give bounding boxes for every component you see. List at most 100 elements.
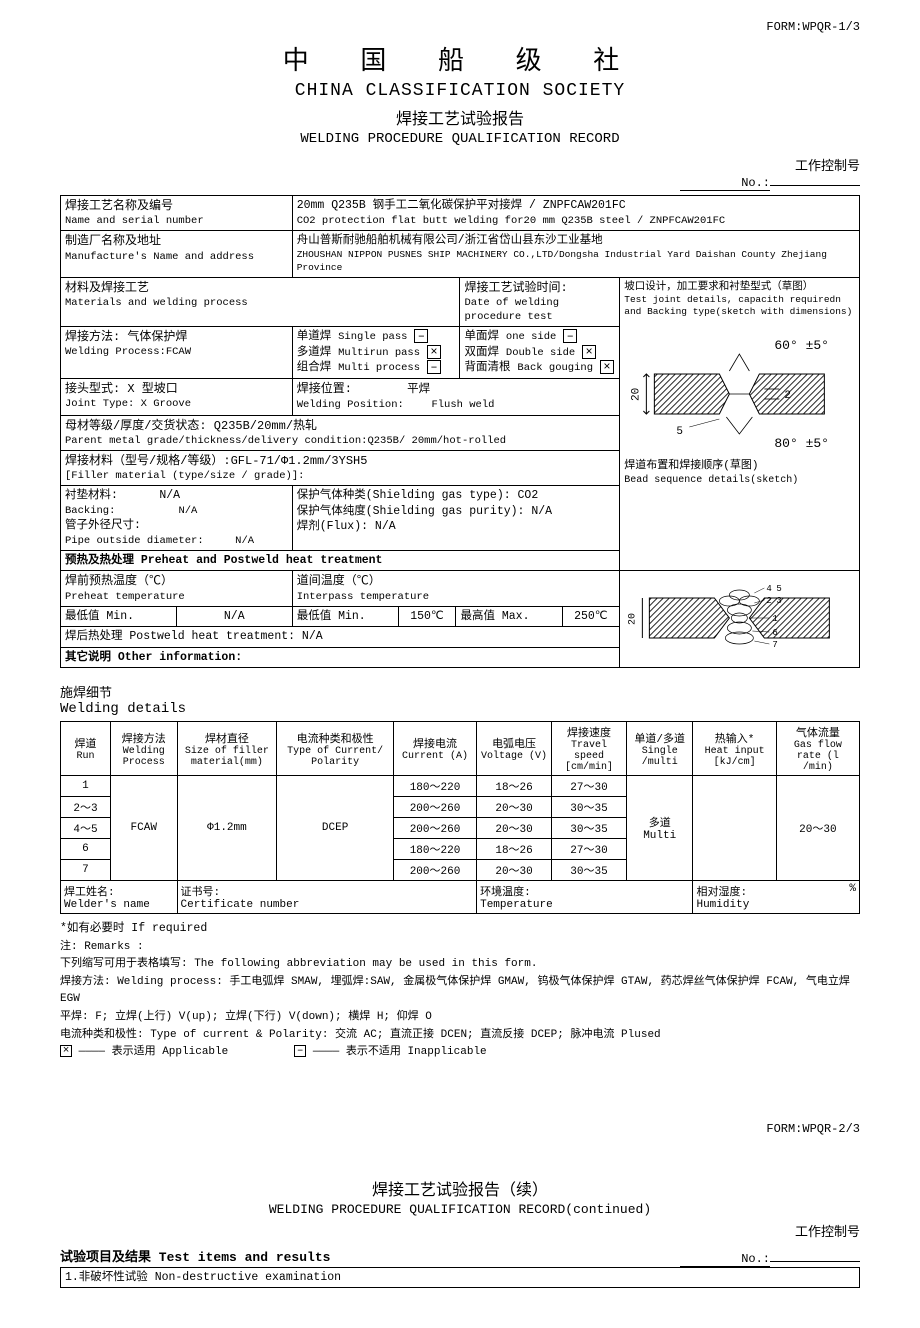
gas-merged: 20～30: [776, 776, 859, 881]
two-side-checkbox: [582, 345, 596, 359]
svg-text:2: 2: [785, 390, 792, 402]
title-block: 中 国 船 级 社 CHINA CLASSIFICATION SOCIETY 焊…: [60, 40, 860, 147]
work-control-no: No.:: [60, 176, 860, 191]
weld-pos-val-cn: 平焊: [407, 383, 430, 396]
weld-pos-label-cn: 焊接位置:: [297, 382, 352, 396]
svg-text:1: 1: [773, 614, 778, 624]
bead-seq-label-cn: 焊道布置和焊接顺序(草图): [624, 459, 855, 474]
title-en: CHINA CLASSIFICATION SOCIETY: [60, 81, 860, 101]
svg-text:60° ±5°: 60° ±5°: [775, 338, 830, 353]
main-info-table: 焊接工艺名称及编号 Name and serial number 20mm Q2…: [60, 195, 860, 668]
welder-name-label-en: Welder's name: [64, 899, 150, 911]
preheat-temp-en: Preheat temperature: [65, 590, 288, 604]
form-number-top: FORM:WPQR-1/3: [60, 20, 860, 34]
subtitle-cn: 焊接工艺试验报告: [60, 105, 860, 129]
interpass-cn: 道间温度（℃）: [297, 573, 616, 589]
cert-label-en: Certificate number: [181, 899, 300, 911]
welding-details-title: 施焊细节 Welding details: [60, 682, 860, 717]
parent-metal-en: Parent metal grade/thickness/delivery co…: [65, 434, 615, 448]
filler-en: [Filler material (type/size / grade)]:: [65, 469, 615, 483]
hum-label-cn: 相对湿度:: [696, 887, 747, 899]
joint-type-cn: 接头型式: X 型坡口: [65, 381, 288, 397]
back-gouging-row: 背面清根 Back gouging: [464, 360, 615, 376]
svg-text:5: 5: [677, 426, 684, 438]
interpass-min-label: 最低值 Min.: [293, 607, 398, 627]
hum-unit: %: [849, 883, 856, 895]
preheat-header: 预热及热处理 Preheat and Postweld heat treatme…: [61, 550, 620, 571]
applicable-box-icon: [60, 1045, 72, 1057]
two-side-row: 双面焊 Double side: [464, 345, 615, 361]
welding-process-label-cn: 焊接方法: 气体保护焊: [65, 329, 288, 345]
page2-table: 1.非破坏性试验 Non-destructive examination: [60, 1267, 860, 1289]
svg-text:6: 6: [773, 628, 778, 638]
interpass-en: Interpass temperature: [297, 590, 616, 604]
preheat-temp-cn: 焊前预热温度（℃）: [65, 573, 288, 589]
svg-text:20: 20: [628, 613, 639, 625]
process-merged: FCAW: [110, 776, 177, 881]
manufacturer-val-en: ZHOUSHAN NIPPON PUSNES SHIP MACHINERY CO…: [297, 249, 855, 275]
multi-pass-row: 多道焊 Multirun pass: [297, 345, 456, 361]
other-info-row: 其它说明 Other information:: [61, 647, 620, 668]
parent-metal-cn: 母材等级/厚度/交货状态: Q235B/20mm/热轧: [65, 418, 615, 434]
note-l2: 注: Remarks :: [60, 939, 860, 957]
joint-type-en: Joint Type: X Groove: [65, 397, 288, 411]
manufacturer-label-en: Manufacture's Name and address: [65, 250, 288, 264]
single-pass-row: 单道焊 Single pass –: [297, 329, 456, 345]
interpass-max-val: 250℃: [562, 607, 619, 627]
multi-pass-checkbox: [427, 345, 441, 359]
polarity-merged: DCEP: [277, 776, 394, 881]
manufacturer-label-cn: 制造厂名称及地址: [65, 233, 288, 249]
inapplicable-box-icon: –: [294, 1045, 306, 1057]
title-cn: 中 国 船 级 社: [60, 40, 860, 77]
weld-pos-label-en: Welding Position:: [297, 399, 404, 411]
interpass-max-label: 最高值 Max.: [456, 607, 562, 627]
filler-merged: Φ1.2mm: [177, 776, 277, 881]
preheat-min-val: N/A: [176, 607, 291, 627]
subtitle-en: WELDING PROCEDURE QUALIFICATION RECORD: [60, 131, 860, 147]
single-pass-checkbox: –: [414, 329, 428, 343]
groove-sketch: 60° ±5° 80° ±5° 20 2 5: [624, 319, 855, 459]
note-l4: 焊接方法: Welding process: 手工电弧焊 SMAW, 埋弧焊:S…: [60, 974, 860, 1009]
temp-label-cn: 环境温度:: [480, 887, 531, 899]
page2-title-en: WELDING PROCEDURE QUALIFICATION RECORD(c…: [60, 1202, 860, 1217]
multi-merged: 多道Multi: [626, 776, 693, 881]
filler-cn: 焊接材料（型号/规格/等级）:GFL-71/Φ1.2mm/3YSH5: [65, 453, 615, 469]
note-l1: *如有必要时 If required: [60, 920, 860, 938]
page2-no-label: No.:: [680, 1252, 770, 1267]
back-gouging-checkbox: [600, 360, 614, 374]
svg-text:5: 5: [777, 584, 782, 594]
materials-label-en: Materials and welding process: [65, 296, 455, 310]
interpass-min-val: 150℃: [398, 607, 456, 627]
one-side-checkbox: –: [563, 329, 577, 343]
svg-text:7: 7: [773, 640, 778, 650]
note-l6: 电流种类和极性: Type of current & Polarity: 交流 …: [60, 1027, 860, 1045]
cert-label-cn: 证书号:: [181, 887, 221, 899]
shielding-l2: 保护气体纯度(Shielding gas purity): N/A: [297, 504, 616, 520]
notes-block: *如有必要时 If required 注: Remarks : 下列缩写可用于表…: [60, 920, 860, 1062]
welding-process-label-en: Welding Process:FCAW: [65, 345, 288, 359]
one-side-row: 单面焊 one side –: [464, 329, 615, 345]
svg-text:20: 20: [631, 388, 643, 401]
postweld-row: 焊后热处理 Postweld heat treatment: N/A: [61, 627, 620, 648]
work-control-label: 工作控制号: [60, 155, 860, 174]
page2-section-title: 试验项目及结果 Test items and results: [60, 1246, 680, 1265]
groove-box-label-en: Test joint details, capacith requiredn a…: [624, 294, 855, 320]
shielding-l1: 保护气体种类(Shielding gas type): CO2: [297, 488, 616, 504]
backing-l4: Pipe outside diameter: N/A: [65, 534, 288, 548]
hum-label-en: Humidity: [696, 899, 749, 911]
heat-merged: [693, 776, 776, 881]
bead-sequence-sketch: 45 23 1 6 7 20: [624, 573, 855, 663]
svg-text:2: 2: [767, 596, 772, 606]
bead-seq-label-en: Bead sequence details(sketch): [624, 474, 855, 488]
name-serial-val-en: CO2 protection flat butt welding for20 m…: [297, 214, 855, 228]
name-serial-val-cn: 20mm Q235B 钢手工二氧化碳保护平对接焊 / ZNPFCAW201FC: [297, 198, 855, 214]
welder-name-label-cn: 焊工姓名:: [64, 887, 115, 899]
backing-l2: Backing: N/A: [65, 504, 288, 518]
note-l5: 平焊: F; 立焊(上行) V(up); 立焊(下行) V(down); 横焊 …: [60, 1009, 860, 1027]
combo-pass-checkbox: –: [427, 360, 441, 374]
note-l3: 下列缩写可用于表格填写: The following abbreviation …: [60, 956, 860, 974]
backing-l3: 管子外径尺寸:: [65, 518, 288, 534]
weld-pos-val-en: Flush weld: [431, 399, 494, 411]
svg-text:3: 3: [777, 596, 782, 606]
test-date-label-cn: 焊接工艺试验时间:: [464, 280, 615, 296]
